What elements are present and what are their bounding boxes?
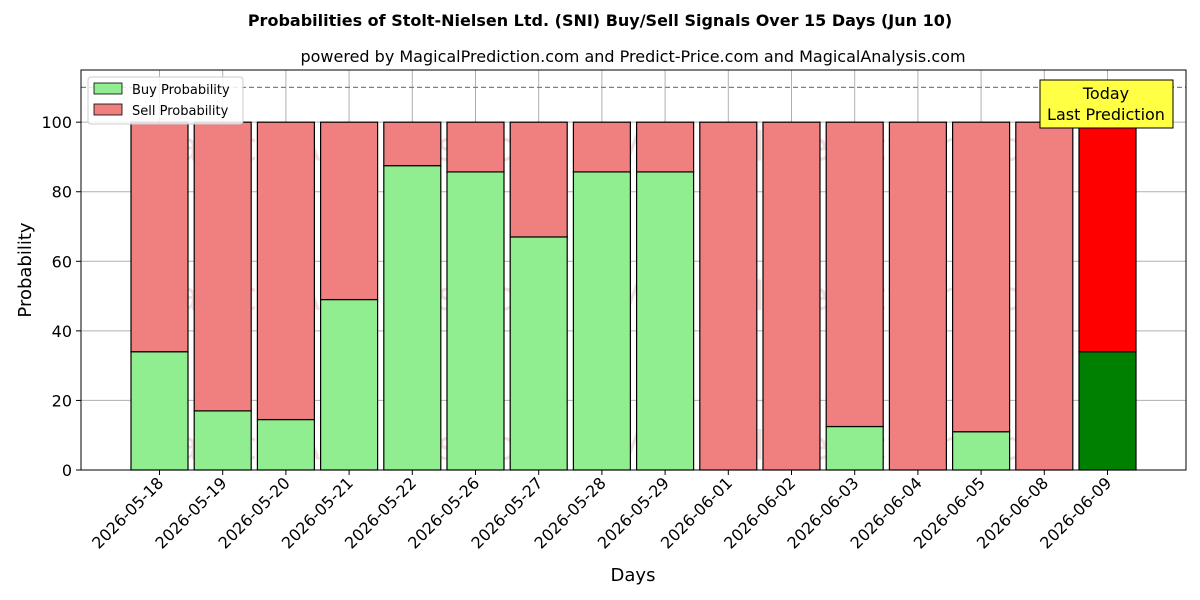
annotation-box — [1039, 79, 1174, 129]
bar-buy — [446, 171, 505, 471]
annotation-line-2: Last Prediction — [1047, 105, 1165, 124]
bar-sell — [509, 121, 568, 238]
legend-box — [87, 76, 244, 125]
bar-buy — [635, 171, 695, 471]
y-ticks: 0 20 40 60 80 100 — [41, 113, 81, 480]
legend-label-sell: Sell Probability — [132, 104, 229, 119]
bar-buy — [509, 236, 568, 471]
bar-sell — [762, 121, 821, 471]
bar-sell — [1015, 121, 1074, 471]
today-annotation: Today Last Prediction — [1039, 79, 1174, 129]
bar-buy — [951, 431, 1011, 471]
legend-label-buy: Buy Probability — [132, 83, 230, 98]
bar-sell — [193, 121, 252, 412]
bar-sell — [825, 121, 884, 428]
y-axis-label: Probability — [15, 222, 36, 317]
bar-sell — [383, 121, 442, 167]
bar-buy — [320, 298, 379, 471]
plot-frame — [80, 69, 1187, 471]
bar-sell — [699, 121, 758, 471]
x-axis-label: Days — [611, 565, 656, 586]
bar-buy — [130, 351, 189, 471]
bar-sell — [320, 121, 379, 301]
annotation-line-1: Today — [1082, 84, 1129, 103]
legend: Buy Probability Sell Probability — [87, 76, 244, 125]
bar-buy — [256, 418, 315, 471]
legend-swatch-buy — [93, 82, 123, 95]
bar-sell — [888, 121, 948, 471]
bar-buy — [193, 410, 252, 471]
y-tick-label: 60 — [52, 252, 72, 271]
bar-sell — [1078, 121, 1137, 353]
bar-buy — [572, 171, 632, 471]
bar-sell — [572, 121, 632, 173]
y-tick-label: 20 — [52, 391, 72, 410]
bar-buy — [825, 425, 884, 471]
bar-sell — [635, 121, 695, 173]
bar-sell — [951, 121, 1011, 433]
bars — [130, 121, 1137, 471]
y-tick-label: 0 — [62, 461, 72, 480]
bar-buy — [1078, 351, 1137, 471]
bar-sell — [446, 121, 505, 173]
bar-sell — [130, 121, 189, 353]
bar-sell — [256, 121, 315, 421]
chart-subtitle: powered by MagicalPrediction.com and Pre… — [300, 47, 965, 66]
y-tick-label: 80 — [52, 183, 72, 202]
y-tick-label: 100 — [41, 113, 72, 132]
y-tick-label: 40 — [52, 322, 72, 341]
x-ticks: 2026-05-182026-05-192026-05-202026-05-21… — [88, 470, 1115, 553]
legend-swatch-sell — [93, 103, 123, 116]
bar-buy — [383, 165, 442, 471]
chart-title: Probabilities of Stolt-Nielsen Ltd. (SNI… — [248, 11, 952, 30]
